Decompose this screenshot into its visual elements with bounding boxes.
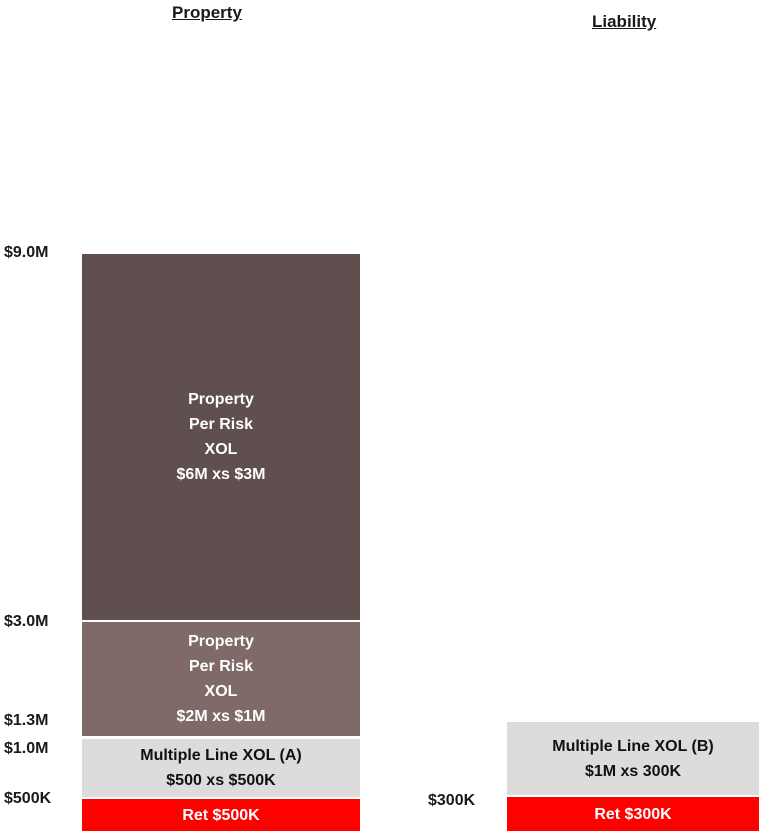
y-label-1m: $1.0M xyxy=(4,740,49,757)
y-label-500k: $500K xyxy=(4,790,52,807)
liability-retention-layer: Ret $300K xyxy=(507,797,759,831)
y-label-9m: $9.0M xyxy=(4,244,49,261)
y-label-1-3m: $1.3M xyxy=(4,712,49,729)
y-label-3m: $3.0M xyxy=(4,613,49,630)
multiple-line-xol-b-layer: Multiple Line XOL (B) $1M xs 300K xyxy=(507,722,759,795)
property-heading: Property xyxy=(172,3,242,22)
property-per-risk-xol-upper-layer: Property Per Risk XOL $6M xs $3M xyxy=(82,254,360,620)
liability-heading: Liability xyxy=(592,12,657,31)
y-label-300k: $300K xyxy=(428,792,476,809)
property-retention-layer: Ret $500K xyxy=(82,799,360,831)
multiple-line-xol-a-layer: Multiple Line XOL (A) $500 xs $500K xyxy=(82,739,360,797)
property-per-risk-xol-lower-layer: Property Per Risk XOL $2M xs $1M xyxy=(82,622,360,736)
